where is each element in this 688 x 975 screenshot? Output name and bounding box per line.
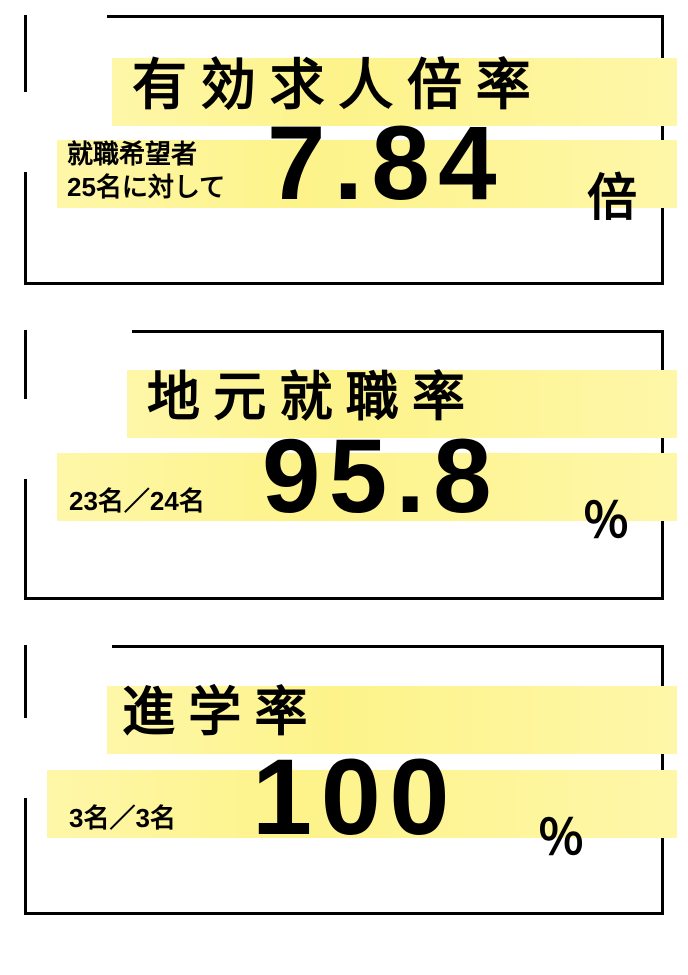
card-value: 95.8	[262, 417, 500, 537]
card-value: 7.84	[267, 104, 505, 224]
card-unit: 倍	[587, 158, 637, 230]
card-subtext: 就職希望者25名に対して	[67, 138, 225, 203]
stat-card-ratio: 有効求人倍率 就職希望者25名に対して 7.84 倍	[24, 15, 664, 285]
card-unit: ％	[582, 481, 630, 551]
card-value: 100	[252, 734, 458, 859]
card-unit: ％	[537, 798, 585, 868]
stat-card-local: 地元就職率 23名／24名 95.8 ％	[24, 330, 664, 600]
card-subtext: 23名／24名	[69, 485, 205, 518]
card-subtext: 3名／3名	[69, 802, 176, 835]
stat-card-advance: 進学率 3名／3名 100 ％	[24, 645, 664, 915]
